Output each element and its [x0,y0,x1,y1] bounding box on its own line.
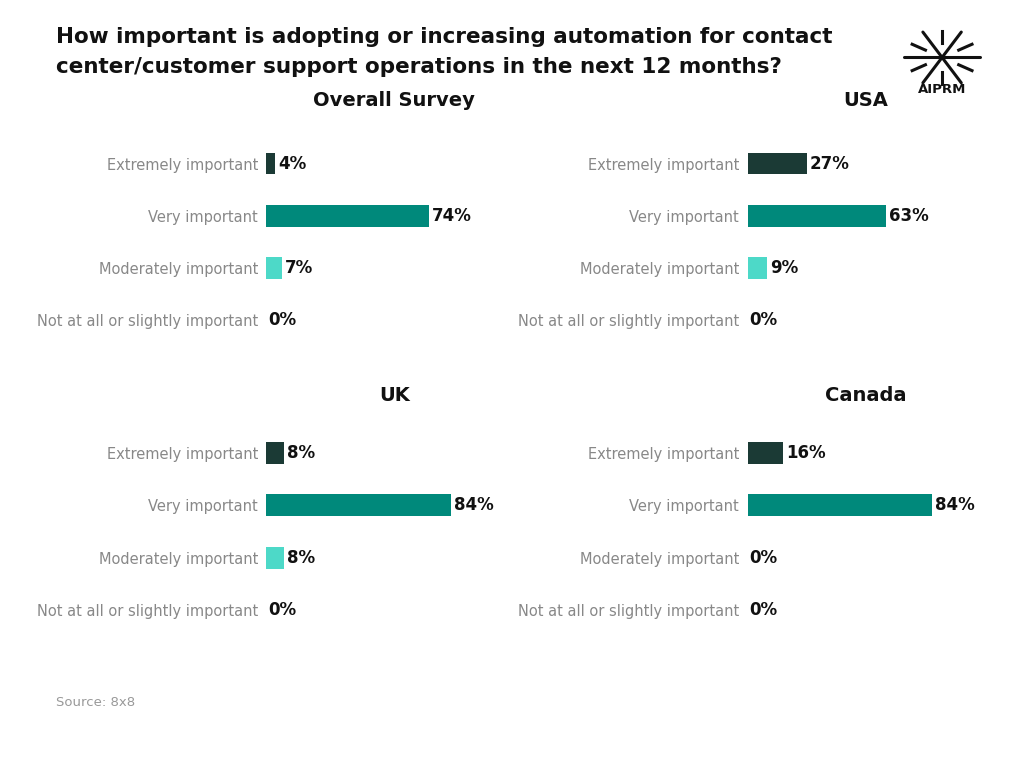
Text: USA: USA [843,91,888,110]
Text: 84%: 84% [935,496,975,514]
Text: center/customer support operations in the next 12 months?: center/customer support operations in th… [56,57,782,77]
Text: 8%: 8% [287,549,315,567]
Text: How important is adopting or increasing automation for contact: How important is adopting or increasing … [56,27,833,46]
Bar [266,546,284,568]
Text: UK: UK [379,386,410,405]
Bar [748,442,782,464]
Text: AIPRM: AIPRM [918,83,967,96]
Text: Canada: Canada [824,386,906,405]
Bar [748,205,886,227]
Text: 4%: 4% [279,155,306,172]
Text: 27%: 27% [810,155,850,172]
Bar [748,257,767,279]
Text: 0%: 0% [268,312,297,329]
Bar [266,152,275,174]
Text: Source: 8x8: Source: 8x8 [56,696,135,709]
Text: 16%: 16% [786,444,825,462]
Text: Overall Survey: Overall Survey [313,91,475,110]
Text: 9%: 9% [770,259,799,277]
Bar [748,495,932,517]
Text: 84%: 84% [454,496,494,514]
Bar [266,495,451,517]
Text: 0%: 0% [750,549,778,567]
Text: 7%: 7% [285,259,313,277]
Text: 0%: 0% [268,601,297,619]
Text: 0%: 0% [750,312,778,329]
Bar [266,257,282,279]
Text: 0%: 0% [750,601,778,619]
Text: 74%: 74% [432,207,472,225]
Bar [748,152,807,174]
Text: 8%: 8% [287,444,315,462]
Text: 63%: 63% [889,207,929,225]
Bar [266,205,429,227]
Bar [266,442,284,464]
